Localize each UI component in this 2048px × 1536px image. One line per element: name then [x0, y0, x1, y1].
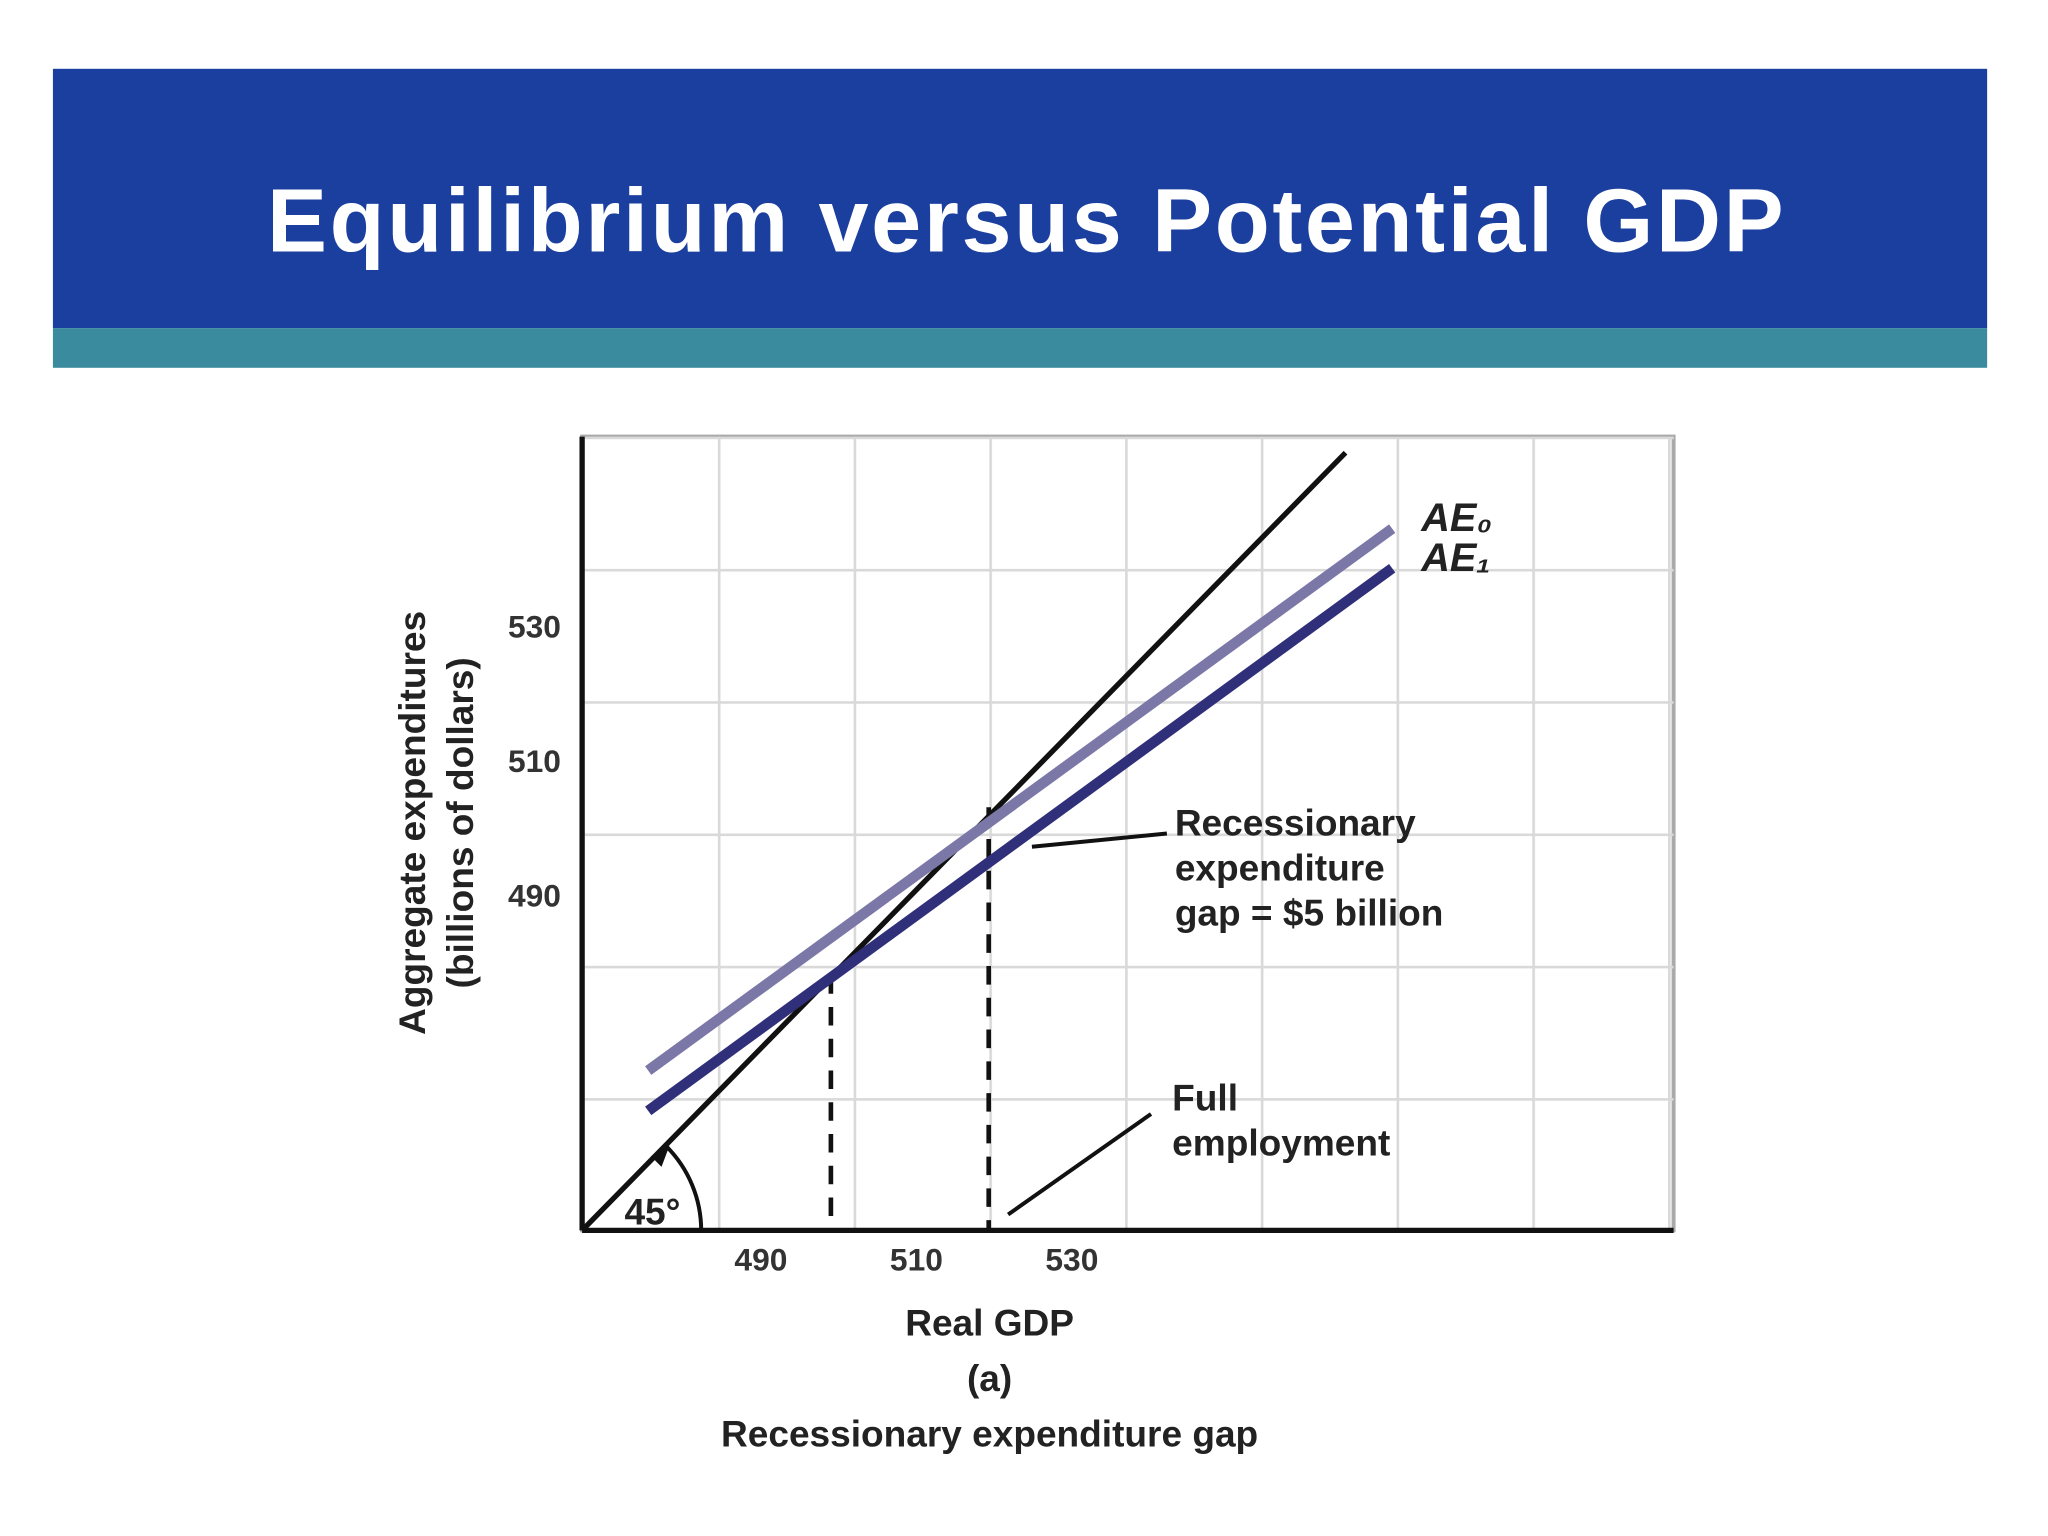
- x-axis-label: Real GDP: [905, 1301, 1074, 1343]
- x-axis-label: (a): [967, 1357, 1012, 1399]
- y-axis-label: Aggregate expenditures: [391, 611, 433, 1035]
- series-line: [645, 524, 1396, 1075]
- x-tick-label: 530: [1045, 1242, 1098, 1278]
- y-axis-label: (billions of dollars): [439, 657, 481, 988]
- grid: [582, 436, 1674, 1231]
- y-tick-label: 510: [508, 743, 561, 779]
- x-axis-label: Recessionary expenditure gap: [721, 1413, 1258, 1455]
- series-line: [645, 563, 1396, 1116]
- slide-title: Equilibrium versus Potential GDP: [267, 171, 1786, 271]
- header-band: [52, 68, 1988, 329]
- y-tick-label: 490: [508, 877, 561, 913]
- x-tick-label: 510: [890, 1242, 943, 1278]
- annotation: 45°: [624, 1190, 680, 1232]
- series-label: AE₁: [1420, 536, 1490, 580]
- chart: 490 510 530 490 510 530 Real GDP (a) Recessionar…: [391, 436, 1674, 1455]
- leader-line: [1006, 1112, 1153, 1217]
- annotation: gap = $5 billion: [1175, 891, 1444, 933]
- annotation: expenditure: [1175, 846, 1385, 888]
- angle-arc: [664, 1144, 704, 1231]
- angle-arrow: [650, 1145, 670, 1167]
- x-tick-label: 490: [734, 1242, 787, 1278]
- annotation: employment: [1172, 1121, 1390, 1163]
- header-strip: [52, 328, 1988, 368]
- annotation: Full: [1172, 1077, 1238, 1119]
- annotation: Recessionary: [1175, 801, 1416, 843]
- leader-line: [1031, 831, 1168, 849]
- series-label: AE₀: [1420, 496, 1492, 540]
- y-tick-label: 530: [508, 609, 561, 645]
